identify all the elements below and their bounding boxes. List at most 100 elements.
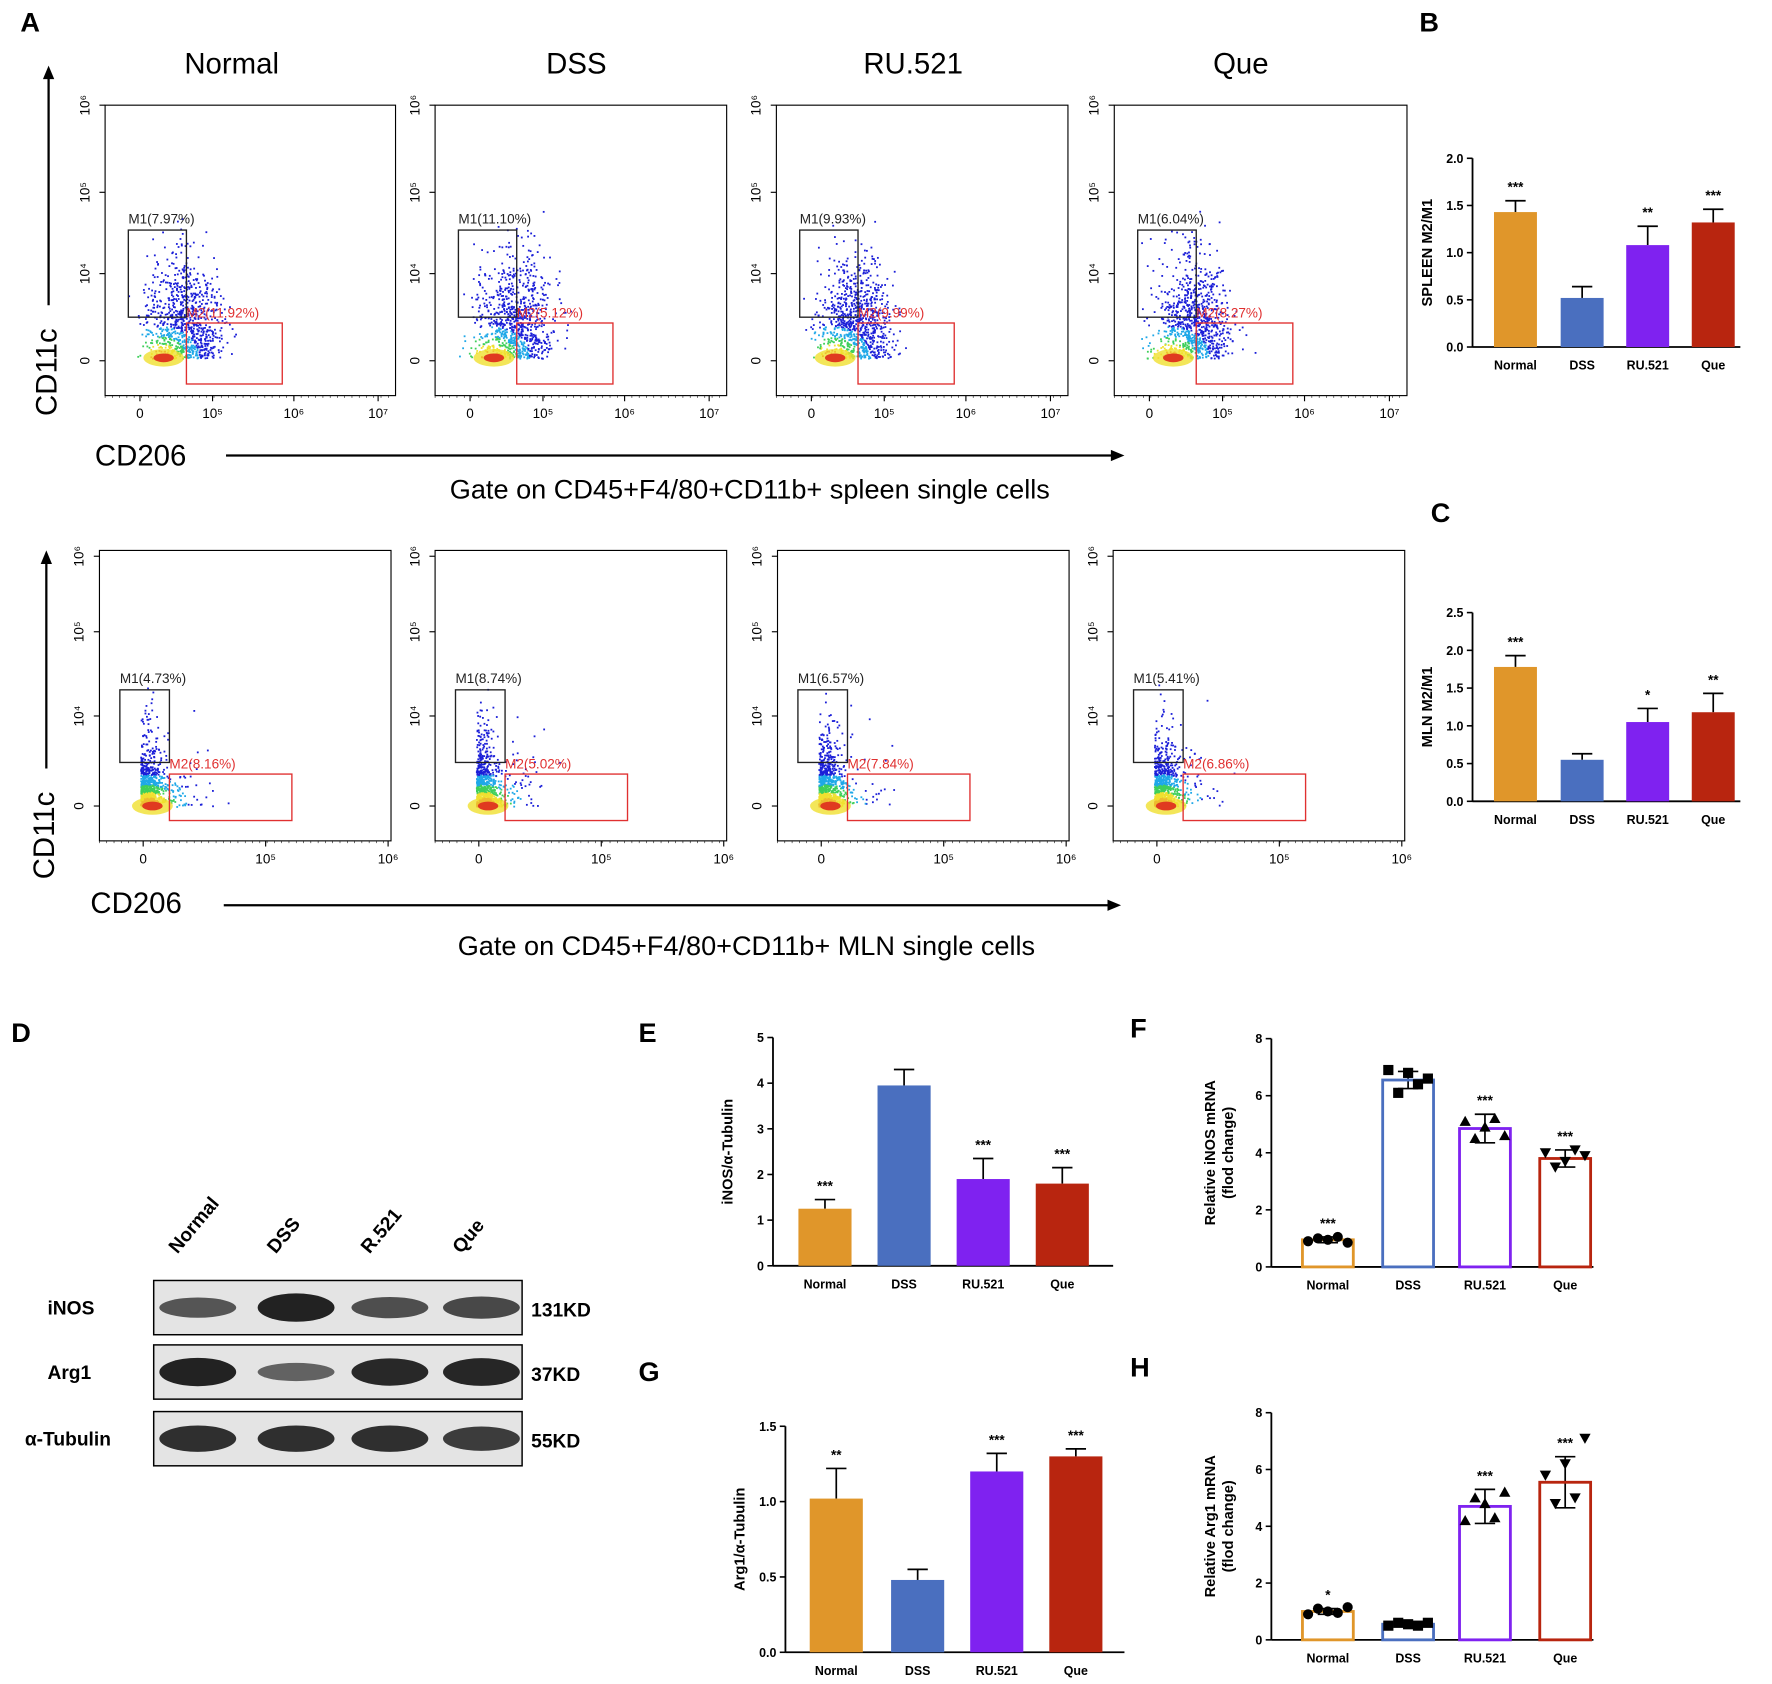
event-dot bbox=[156, 261, 158, 263]
event-dot bbox=[861, 346, 864, 349]
event-dot bbox=[501, 272, 504, 275]
event-dot bbox=[186, 338, 189, 340]
event-dot bbox=[1186, 294, 1188, 297]
event-dot bbox=[147, 309, 150, 311]
event-dot bbox=[140, 794, 143, 797]
event-dot bbox=[542, 210, 545, 213]
event-dot bbox=[849, 336, 852, 339]
event-dot bbox=[517, 235, 519, 237]
event-dot bbox=[140, 758, 143, 761]
event-dot bbox=[158, 796, 161, 799]
event-dot bbox=[1207, 351, 1210, 354]
event-dot bbox=[522, 298, 525, 301]
event-dot bbox=[1201, 333, 1204, 336]
event-dot bbox=[834, 335, 837, 338]
event-dot bbox=[149, 794, 152, 797]
x-tick-label: 10⁶ bbox=[956, 406, 977, 421]
event-dot bbox=[174, 332, 177, 335]
event-dot bbox=[506, 253, 509, 256]
event-dot bbox=[147, 794, 150, 797]
event-dot bbox=[1189, 319, 1192, 322]
event-dot bbox=[830, 301, 833, 303]
event-dot bbox=[861, 303, 864, 306]
event-dot bbox=[1191, 307, 1193, 309]
event-dot bbox=[899, 330, 902, 333]
event-dot bbox=[199, 291, 201, 294]
event-dot bbox=[168, 297, 170, 300]
event-dot bbox=[513, 275, 516, 277]
event-dot bbox=[1198, 317, 1201, 319]
event-dot bbox=[1191, 350, 1194, 353]
event-dot bbox=[503, 272, 506, 274]
event-dot bbox=[205, 231, 208, 234]
y-tick-label: 0 bbox=[407, 357, 422, 365]
event-dot bbox=[507, 347, 510, 350]
event-dot bbox=[169, 314, 172, 317]
event-dot bbox=[1198, 310, 1201, 313]
event-dot bbox=[1216, 346, 1218, 349]
event-dot bbox=[877, 351, 880, 354]
event-dot bbox=[500, 322, 502, 324]
event-dot bbox=[855, 327, 858, 330]
event-dot bbox=[160, 759, 163, 762]
event-dot bbox=[217, 321, 220, 324]
event-dot bbox=[1148, 324, 1150, 327]
event-dot bbox=[478, 333, 481, 335]
event-dot bbox=[514, 348, 517, 351]
event-dot bbox=[1193, 334, 1196, 337]
event-dot bbox=[837, 344, 840, 346]
event-dot bbox=[863, 344, 866, 347]
event-dot bbox=[841, 321, 843, 324]
event-dot bbox=[195, 287, 197, 289]
event-dot bbox=[510, 334, 512, 337]
event-dot bbox=[521, 330, 524, 332]
event-dot bbox=[863, 331, 865, 334]
event-dot bbox=[1223, 324, 1226, 327]
event-dot bbox=[1199, 356, 1201, 359]
event-dot bbox=[181, 268, 184, 271]
event-dot bbox=[1204, 294, 1207, 297]
event-dot bbox=[503, 324, 506, 326]
event-dot bbox=[147, 333, 150, 336]
event-dot bbox=[175, 253, 177, 256]
event-dot bbox=[503, 309, 506, 312]
event-dot bbox=[200, 334, 203, 337]
event-dot bbox=[165, 758, 168, 761]
event-dot bbox=[864, 330, 867, 333]
event-dot bbox=[834, 308, 836, 310]
event-dot bbox=[141, 785, 144, 788]
event-dot bbox=[502, 269, 505, 272]
event-dot bbox=[142, 795, 144, 798]
event-dot bbox=[140, 772, 143, 775]
event-dot bbox=[1186, 327, 1188, 330]
event-dot bbox=[1164, 291, 1166, 293]
event-dot bbox=[180, 309, 183, 312]
event-dot bbox=[492, 783, 495, 786]
event-dot bbox=[214, 301, 217, 304]
event-dot bbox=[475, 739, 478, 741]
event-dot bbox=[1189, 313, 1192, 316]
event-dot bbox=[159, 785, 162, 788]
event-dot bbox=[150, 342, 152, 344]
event-dot bbox=[150, 702, 153, 705]
event-dot bbox=[191, 351, 194, 354]
event-dot bbox=[833, 331, 836, 334]
event-dot bbox=[1173, 302, 1175, 305]
event-dot bbox=[529, 307, 532, 310]
event-dot bbox=[512, 763, 515, 766]
event-dot bbox=[177, 298, 180, 300]
event-dot bbox=[842, 345, 845, 348]
event-dot bbox=[1189, 278, 1192, 281]
event-dot bbox=[1206, 293, 1208, 296]
event-dot bbox=[1218, 338, 1221, 341]
event-dot bbox=[189, 272, 191, 275]
event-dot bbox=[147, 787, 150, 790]
event-dot bbox=[877, 314, 880, 317]
event-dot bbox=[1210, 335, 1213, 338]
event-dot bbox=[218, 351, 220, 354]
event-dot bbox=[179, 286, 182, 289]
event-dot bbox=[169, 284, 172, 287]
event-dot bbox=[205, 348, 208, 351]
x-tick-label: 10⁷ bbox=[699, 406, 719, 421]
event-dot bbox=[1202, 308, 1204, 310]
